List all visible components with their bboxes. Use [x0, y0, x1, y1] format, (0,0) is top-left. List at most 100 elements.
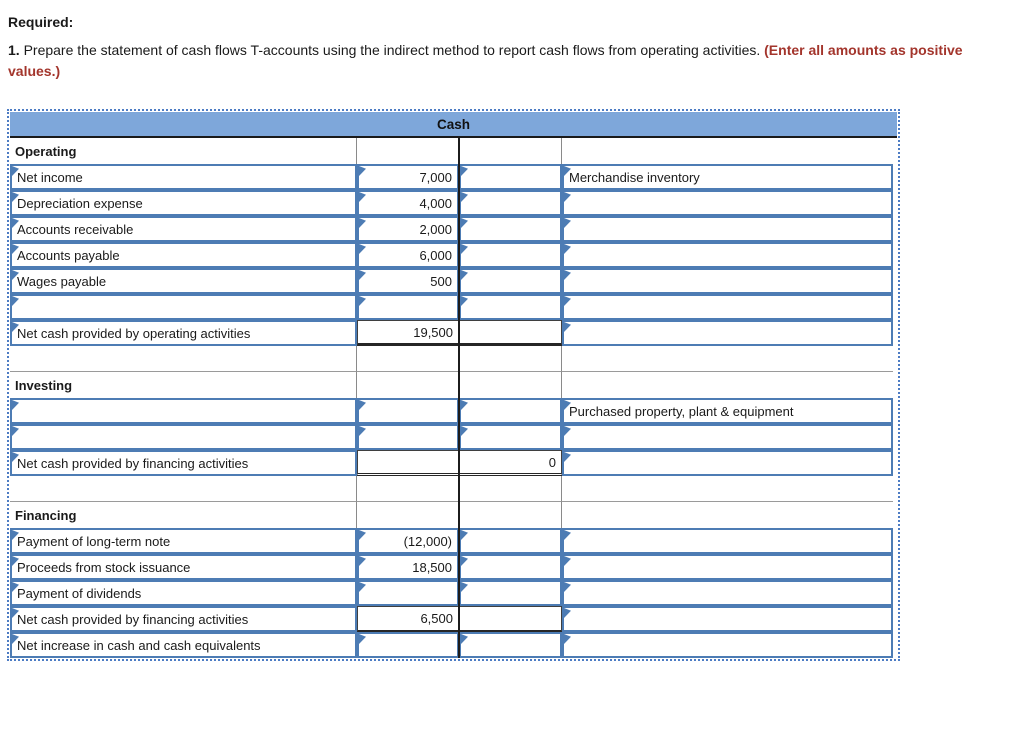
left-label: Proceeds from stock issuance [17, 559, 191, 575]
right-label-cell[interactable] [562, 216, 893, 242]
section-row-financing: Financing [10, 502, 897, 528]
t-account-divider [458, 138, 460, 658]
credit-input-cell[interactable] [459, 580, 562, 606]
left-label-cell[interactable]: Accounts payable [10, 242, 357, 268]
credit-input-cell[interactable] [459, 294, 562, 320]
debit-input-cell[interactable]: 500 [357, 268, 459, 294]
debit-input-cell[interactable]: 2,000 [357, 216, 459, 242]
right-label-cell[interactable] [562, 268, 893, 294]
right-label-cell[interactable] [562, 320, 893, 346]
subtotal-row-investing: Net cash provided by financing activitie… [10, 450, 897, 476]
right-label-cell[interactable] [562, 554, 893, 580]
cell-marker-icon [12, 452, 19, 462]
right-label-cell[interactable] [562, 528, 893, 554]
left-label-cell[interactable]: Net income [10, 164, 357, 190]
left-label: Depreciation expense [17, 195, 143, 211]
right-label-cell[interactable] [562, 450, 893, 476]
cell-marker-icon [461, 192, 468, 202]
step-number: 1. [8, 42, 20, 58]
right-label-cell[interactable] [562, 606, 893, 632]
cell-marker-icon [564, 426, 571, 436]
cell-marker-icon [461, 400, 468, 410]
spacer-cell [562, 346, 893, 372]
cell-marker-icon [12, 426, 19, 436]
left-label-cell[interactable]: Payment of dividends [10, 580, 357, 606]
credit-input-cell[interactable] [459, 190, 562, 216]
left-label: Net increase in cash and cash equivalent… [17, 637, 261, 653]
left-label-cell[interactable]: Net increase in cash and cash equivalent… [10, 632, 357, 658]
right-label-cell[interactable]: Merchandise inventory [562, 164, 893, 190]
debit-input-cell[interactable] [357, 398, 459, 424]
debit-value: 500 [430, 273, 452, 289]
right-label-cell[interactable] [562, 580, 893, 606]
cell-marker-icon [564, 530, 571, 540]
credit-input-cell[interactable] [459, 398, 562, 424]
credit-input-cell[interactable] [459, 554, 562, 580]
cell-marker-icon [461, 582, 468, 592]
credit-input-cell[interactable] [459, 216, 562, 242]
debit-input-cell[interactable]: 18,500 [357, 554, 459, 580]
credit-total-cell [459, 320, 562, 346]
prompt-emphasis: (Enter all amounts as positive values.) [8, 42, 963, 79]
left-label-cell[interactable] [10, 424, 357, 450]
left-label-cell[interactable]: Net cash provided by financing activitie… [10, 450, 357, 476]
debit-spacer-cell [357, 138, 459, 164]
credit-input-cell[interactable] [459, 528, 562, 554]
t-account-row-accounts-payable: Accounts payable 6,000 [10, 242, 897, 268]
cell-marker-icon [359, 218, 366, 228]
spacer-cell [10, 476, 357, 502]
debit-input-cell[interactable]: 7,000 [357, 164, 459, 190]
t-account-row-dividends: Payment of dividends [10, 580, 897, 606]
problem-instructions: Required: 1. Prepare the statement of ca… [8, 12, 1018, 82]
cell-marker-icon [564, 400, 571, 410]
left-label-cell[interactable] [10, 294, 357, 320]
left-label: Net cash provided by operating activitie… [17, 325, 251, 341]
right-label-cell[interactable] [562, 424, 893, 450]
credit-spacer-cell [459, 372, 562, 398]
debit-input-cell[interactable] [357, 424, 459, 450]
cell-marker-icon [12, 166, 19, 176]
right-label-cell[interactable] [562, 190, 893, 216]
credit-input-cell[interactable] [459, 268, 562, 294]
cell-marker-icon [461, 426, 468, 436]
subtotal-row-operating: Net cash provided by operating activitie… [10, 320, 897, 346]
right-label-cell[interactable] [562, 632, 893, 658]
credit-input-cell[interactable] [459, 164, 562, 190]
debit-input-cell[interactable] [357, 632, 459, 658]
debit-input-cell[interactable] [357, 294, 459, 320]
cell-marker-icon [359, 556, 366, 566]
cell-marker-icon [359, 166, 366, 176]
cell-marker-icon [359, 296, 366, 306]
left-label-cell[interactable]: Net cash provided by financing activitie… [10, 606, 357, 632]
credit-spacer-cell [459, 502, 562, 528]
spacer-cell [459, 346, 562, 372]
left-label: Net cash provided by financing activitie… [17, 611, 249, 627]
cell-marker-icon [564, 218, 571, 228]
left-label-cell[interactable]: Payment of long-term note [10, 528, 357, 554]
credit-input-cell[interactable] [459, 424, 562, 450]
left-label-cell[interactable]: Depreciation expense [10, 190, 357, 216]
left-label-cell[interactable]: Wages payable [10, 268, 357, 294]
debit-input-cell[interactable]: 6,000 [357, 242, 459, 268]
left-label: Accounts payable [17, 247, 120, 263]
cell-marker-icon [564, 192, 571, 202]
debit-input-cell[interactable]: 4,000 [357, 190, 459, 216]
right-label-cell[interactable]: Purchased property, plant & equipment [562, 398, 893, 424]
credit-input-cell[interactable] [459, 632, 562, 658]
left-label-cell[interactable] [10, 398, 357, 424]
cell-marker-icon [564, 322, 571, 332]
cell-marker-icon [461, 634, 468, 644]
debit-input-cell[interactable]: (12,000) [357, 528, 459, 554]
cell-marker-icon [12, 296, 19, 306]
left-label-cell[interactable]: Accounts receivable [10, 216, 357, 242]
credit-input-cell[interactable] [459, 242, 562, 268]
t-account-row-investing-2 [10, 424, 897, 450]
right-label-cell[interactable] [562, 242, 893, 268]
section-label: Financing [15, 507, 77, 523]
cell-marker-icon [564, 270, 571, 280]
left-label-cell[interactable]: Proceeds from stock issuance [10, 554, 357, 580]
problem-statement: 1. Prepare the statement of cash flows T… [8, 40, 1018, 82]
right-label-cell[interactable] [562, 294, 893, 320]
debit-input-cell[interactable] [357, 580, 459, 606]
left-label-cell[interactable]: Net cash provided by operating activitie… [10, 320, 357, 346]
